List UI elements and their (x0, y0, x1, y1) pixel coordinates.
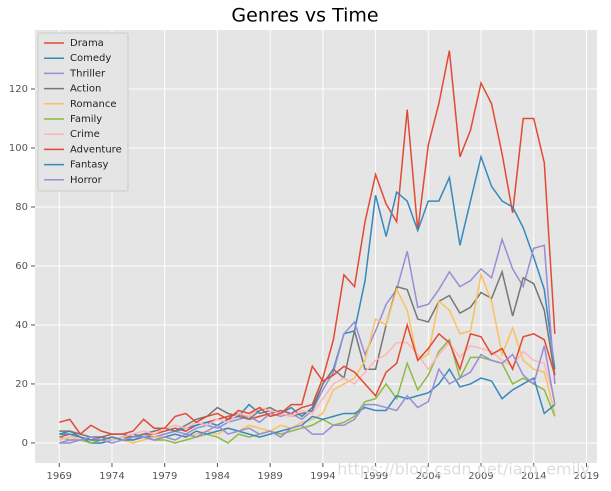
legend-label: Drama (70, 38, 104, 49)
y-tick-label: 120 (9, 84, 28, 95)
legend-box (37, 32, 129, 192)
series-line (59, 322, 556, 436)
x-tick-label: 1984 (205, 471, 230, 482)
chart-title: Genres vs Time (231, 5, 378, 27)
x-tick-label: 1979 (152, 471, 177, 482)
watermark: https://blog.csdn.net/iam_emily (337, 460, 590, 480)
y-tick-label: 0 (22, 438, 28, 449)
legend-label: Horror (70, 175, 103, 186)
legend-label: Adventure (70, 144, 122, 155)
y-tick-label: 80 (15, 202, 28, 213)
y-tick-label: 20 (15, 379, 28, 390)
x-tick-label: 2014 (521, 471, 546, 482)
legend-label: Fantasy (70, 160, 109, 171)
plot-area (35, 30, 597, 463)
legend-label: Action (70, 84, 101, 95)
y-tick-label: 40 (15, 320, 28, 331)
legend-label: Family (70, 114, 102, 125)
legend-label: Crime (70, 129, 100, 140)
legend-label: Thriller (69, 68, 106, 79)
x-tick-label: 2019 (574, 471, 599, 482)
y-tick-label: 100 (9, 143, 28, 154)
series-line (59, 345, 556, 444)
x-tick-label: 1994 (310, 471, 335, 482)
x-tick-label: 1989 (257, 471, 282, 482)
x-tick-label: 1969 (47, 471, 72, 482)
y-tick-label: 60 (15, 261, 28, 272)
x-tick-label: 2004 (416, 471, 441, 482)
x-tick-label: 2009 (468, 471, 493, 482)
series-line (59, 341, 556, 441)
legend-label: Romance (70, 99, 116, 110)
x-tick-label: 1999 (363, 471, 388, 482)
legend-label: Comedy (70, 53, 111, 64)
x-tick-label: 1974 (99, 471, 124, 482)
